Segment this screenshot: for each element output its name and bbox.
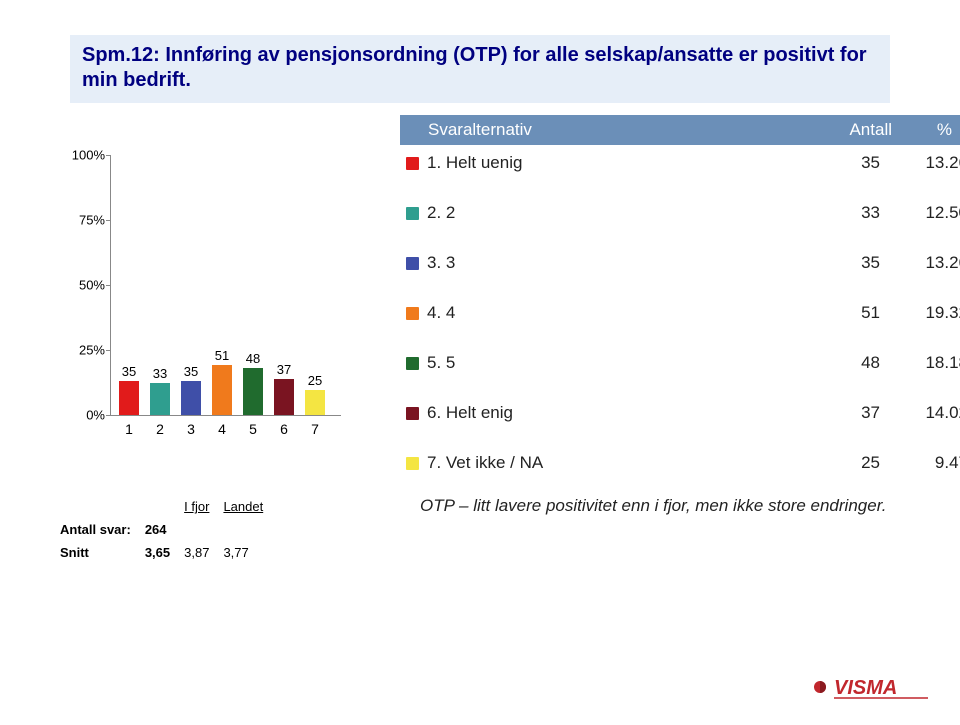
answer-pct: 18.18 (925, 353, 960, 373)
bar-value-label: 37 (274, 362, 294, 377)
chart-bar (243, 368, 263, 415)
bar-chart: 0%25%50%75%100%351332353514485376257 (60, 155, 340, 445)
y-tick (106, 155, 111, 156)
legend-swatch (406, 257, 419, 270)
chart-bar (274, 379, 294, 415)
stats-antall-ifjor (184, 518, 223, 541)
answer-row: 4. 4 51 19.32 (400, 298, 960, 328)
stats-col-ifjor: I fjor (184, 495, 223, 518)
answer-count: 35 (861, 153, 880, 173)
answer-count: 35 (861, 253, 880, 273)
stats-snitt-ifjor: 3,87 (184, 541, 223, 564)
svg-text:VISMA: VISMA (834, 677, 897, 699)
answer-pct: 12.50 (925, 203, 960, 223)
answer-pct: 13.26 (925, 153, 960, 173)
y-axis-label: 0% (65, 408, 105, 423)
y-axis-label: 50% (65, 278, 105, 293)
stats-antall-landet (223, 518, 277, 541)
x-axis-label: 7 (305, 421, 325, 437)
bar-value-label: 48 (243, 351, 263, 366)
answer-row: 3. 3 35 13.26 (400, 248, 960, 278)
y-axis-label: 25% (65, 343, 105, 358)
comment-text: OTP – litt lavere positivitet enn i fjor… (420, 495, 890, 517)
chart-bar (119, 381, 139, 415)
chart-bar (305, 390, 325, 415)
question-title-box: Spm.12: Innføring av pensjonsordning (OT… (70, 35, 890, 103)
x-axis-label: 6 (274, 421, 294, 437)
answer-pct: 9.47 (935, 453, 960, 473)
answer-label: 6. Helt enig (427, 403, 513, 423)
bar-value-label: 35 (119, 364, 139, 379)
answer-table-header: Svaralternativ Antall % (400, 115, 960, 145)
answer-label: 7. Vet ikke / NA (427, 453, 543, 473)
x-axis-label: 5 (243, 421, 263, 437)
legend-swatch (406, 157, 419, 170)
bar-value-label: 35 (181, 364, 201, 379)
x-axis-label: 3 (181, 421, 201, 437)
chart-bar (150, 383, 170, 416)
stats-snitt-value: 3,65 (145, 541, 184, 564)
stats-antall-label: Antall svar: (60, 518, 145, 541)
answer-label: 4. 4 (427, 303, 455, 323)
answer-pct: 19.32 (925, 303, 960, 323)
header-label: Svaralternativ (428, 120, 532, 140)
answer-count: 25 (861, 453, 880, 473)
answer-count: 33 (861, 203, 880, 223)
y-axis-label: 100% (65, 148, 105, 163)
y-axis-label: 75% (65, 213, 105, 228)
x-axis-label: 2 (150, 421, 170, 437)
legend-swatch (406, 207, 419, 220)
bar-value-label: 33 (150, 366, 170, 381)
chart-plot-area: 0%25%50%75%100%351332353514485376257 (110, 155, 341, 416)
legend-swatch (406, 407, 419, 420)
answer-pct: 14.02 (925, 403, 960, 423)
answer-row: 1. Helt uenig 35 13.26 (400, 148, 960, 178)
y-tick (106, 285, 111, 286)
answer-label: 3. 3 (427, 253, 455, 273)
answer-label: 2. 2 (427, 203, 455, 223)
stats-table: I fjor Landet Antall svar: 264 Snitt 3,6… (60, 495, 277, 564)
answer-row: 6. Helt enig 37 14.02 (400, 398, 960, 428)
answer-count: 37 (861, 403, 880, 423)
stats-snitt-landet: 3,77 (223, 541, 277, 564)
chart-bar (181, 381, 201, 415)
answer-row: 5. 5 48 18.18 (400, 348, 960, 378)
x-axis-label: 1 (119, 421, 139, 437)
y-tick (106, 220, 111, 221)
legend-swatch (406, 307, 419, 320)
visma-logo: VISMA (810, 672, 940, 707)
legend-swatch (406, 357, 419, 370)
bar-value-label: 25 (305, 373, 325, 388)
answer-count: 48 (861, 353, 880, 373)
answer-label: 1. Helt uenig (427, 153, 522, 173)
stats-col-1 (145, 495, 184, 518)
stats-snitt-label: Snitt (60, 541, 145, 564)
answer-count: 51 (861, 303, 880, 323)
y-tick (106, 350, 111, 351)
x-axis-label: 4 (212, 421, 232, 437)
header-antall: Antall (849, 120, 892, 140)
header-pct: % (937, 120, 952, 140)
stats-antall-value: 264 (145, 518, 184, 541)
answer-row: 2. 2 33 12.50 (400, 198, 960, 228)
answer-pct: 13.26 (925, 253, 960, 273)
bar-value-label: 51 (212, 348, 232, 363)
chart-bar (212, 365, 232, 415)
legend-swatch (406, 457, 419, 470)
stats-col-landet: Landet (223, 495, 277, 518)
stats-col-0 (60, 495, 145, 518)
question-title: Spm.12: Innføring av pensjonsordning (OT… (82, 43, 878, 93)
answer-label: 5. 5 (427, 353, 455, 373)
y-tick (106, 415, 111, 416)
answer-row: 7. Vet ikke / NA 25 9.47 (400, 448, 960, 478)
